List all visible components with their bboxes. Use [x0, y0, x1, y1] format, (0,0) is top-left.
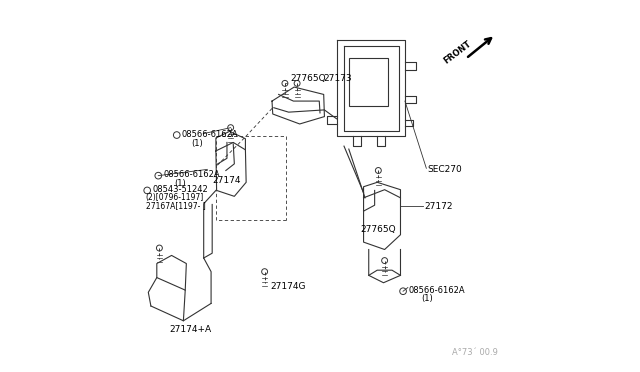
- Text: 08566-6162A: 08566-6162A: [182, 130, 239, 139]
- Text: 08566-6162A: 08566-6162A: [163, 170, 220, 179]
- Text: 27172: 27172: [424, 202, 452, 211]
- Text: 27173: 27173: [324, 74, 352, 83]
- Text: (1): (1): [191, 139, 204, 148]
- Text: SEC270: SEC270: [428, 165, 463, 174]
- Text: 08566-6162A: 08566-6162A: [408, 286, 465, 295]
- Bar: [349, 58, 388, 106]
- Text: 27174G: 27174G: [270, 282, 306, 291]
- Text: 27167A[1197- ]: 27167A[1197- ]: [146, 201, 205, 210]
- Text: 27174: 27174: [212, 176, 241, 185]
- Text: (1): (1): [174, 179, 186, 188]
- Text: 27174+A: 27174+A: [170, 325, 211, 334]
- Text: 27765Q: 27765Q: [360, 225, 396, 234]
- Text: (1): (1): [422, 294, 433, 303]
- Text: (2)[0796-1197]: (2)[0796-1197]: [146, 193, 204, 202]
- Text: A°73´ 00.9: A°73´ 00.9: [452, 349, 498, 357]
- Text: 27765Q: 27765Q: [291, 74, 326, 83]
- Text: 08543-51242: 08543-51242: [152, 185, 208, 194]
- Text: FRONT: FRONT: [442, 39, 473, 65]
